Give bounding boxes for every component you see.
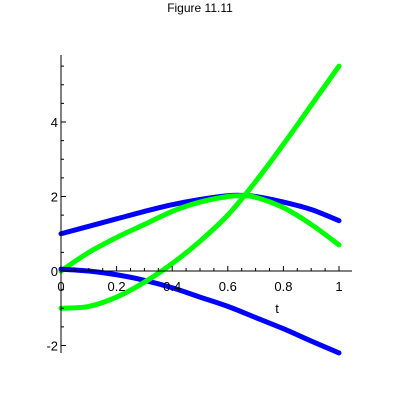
figure-title: Figure 11.11 [167, 1, 233, 15]
y-tick-label: 4 [51, 115, 58, 130]
x-tick-label: 0 [57, 279, 64, 294]
axes-layer: -2 0 2 4 0 0.2 0.4 0.6 0.8 1 t [46, 54, 352, 354]
x-tick-label: 1 [335, 279, 342, 294]
x-axis-label: t [275, 301, 279, 316]
series-line-3 [58, 266, 342, 356]
y-tick-label: -2 [46, 339, 58, 354]
x-tick-label: 0.8 [274, 279, 292, 294]
y-tick-label: 0 [51, 264, 58, 279]
x-tick-label: 0.2 [108, 279, 126, 294]
x-tick-label: 0.6 [219, 279, 237, 294]
series-line-2 [58, 193, 342, 274]
series-line-4 [58, 63, 342, 311]
series-layer [58, 63, 342, 356]
x-tick-label: 0.4 [163, 279, 181, 294]
y-tick-label: 2 [51, 190, 58, 205]
